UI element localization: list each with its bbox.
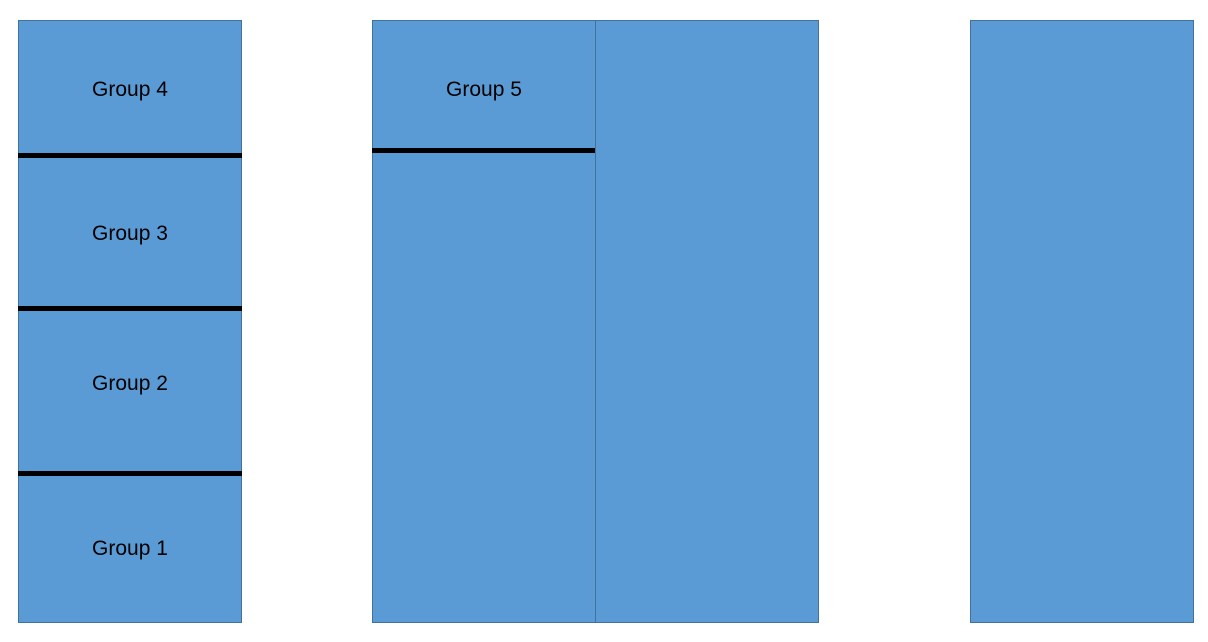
column-3-block xyxy=(970,20,1194,623)
group-1-label: Group 1 xyxy=(92,537,168,560)
divider-group-2-1 xyxy=(18,471,242,476)
column-2-right-block xyxy=(595,20,819,623)
divider-group-5 xyxy=(372,148,595,153)
column-2-left-block: Group 5 xyxy=(372,20,596,623)
divider-group-3-2 xyxy=(18,306,242,311)
group-5-label: Group 5 xyxy=(446,78,522,101)
group-2-label: Group 2 xyxy=(92,372,168,395)
divider-group-4-3 xyxy=(18,153,242,158)
group-4-label: Group 4 xyxy=(92,78,168,101)
group-3-label: Group 3 xyxy=(92,222,168,245)
column-1-block: Group 4 Group 3 Group 2 Group 1 xyxy=(18,20,242,623)
